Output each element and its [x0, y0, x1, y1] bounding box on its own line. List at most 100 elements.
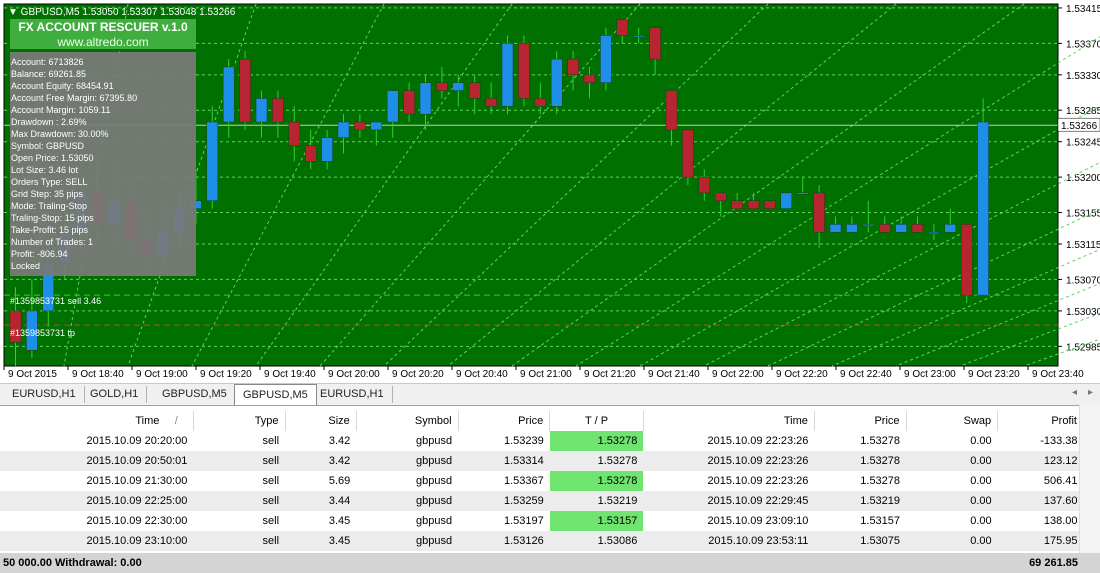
candle-body — [550, 58, 563, 107]
cell-profit: 506.41 — [1043, 475, 1078, 487]
table-row[interactable]: 2015.10.09 20:20:00 sell 3.42 gbpusd 1.53239… — [0, 431, 1100, 451]
chart-tab[interactable]: EURUSD,H1 — [312, 386, 393, 403]
cell-tp: 1.53157 — [549, 511, 644, 531]
cell-time: 2015.10.09 20:20:00 — [86, 435, 188, 447]
price-tick-label: 1.53330 — [1066, 71, 1100, 82]
candle-body — [222, 66, 235, 123]
time-tick-label: 9 Oct 22:00 — [712, 369, 764, 380]
cell-time2: 2015.10.09 22:23:26 — [707, 475, 809, 487]
cell-type: sell — [262, 475, 280, 487]
col-swap[interactable]: Swap — [906, 411, 999, 431]
chart-symbol-header: ▼ GBPUSD,M5 1.53050 1.53307 1.53048 1.53… — [8, 7, 236, 18]
col-size[interactable]: Size — [285, 411, 357, 431]
table-row[interactable]: 2015.10.09 22:25:00 sell 3.44 gbpusd 1.53259… — [0, 491, 1100, 511]
chart-tab[interactable]: GBPUSD,M5 — [234, 384, 317, 405]
ea-panel-line: Balance: 69261.85 — [11, 69, 86, 79]
price-tick-label: 1.53245 — [1066, 138, 1100, 149]
chart-window[interactable]: 1.53415 1.53370 1.53330 1.53285 1.53245 1.532… — [0, 0, 1100, 382]
table-row[interactable]: 2015.10.09 21:30:00 sell 5.69 gbpusd 1.53367… — [0, 471, 1100, 491]
tp-order-label: #1359853731 tp — [10, 328, 75, 338]
ea-panel-line: Locked — [11, 261, 40, 271]
tab-scroll-left-icon[interactable]: ◂ — [1072, 387, 1078, 398]
cell-price2: 1.53278 — [860, 475, 901, 487]
grid-line-vertical — [191, 3, 385, 367]
table-row[interactable]: 2015.10.09 20:50:01 sell 3.42 gbpusd 1.53314… — [0, 451, 1100, 471]
cell-price2: 1.53278 — [814, 451, 907, 471]
col-time[interactable]: Time / — [0, 411, 194, 431]
grid-line-vertical — [895, 283, 1100, 367]
table-scrollbar[interactable] — [1079, 404, 1100, 554]
candle-body — [895, 224, 907, 233]
candle-body — [403, 90, 415, 115]
candle-body — [878, 224, 891, 233]
tab-scroll-right-icon[interactable]: ▸ — [1088, 387, 1094, 398]
cell-time: 2015.10.09 20:50:01 — [0, 451, 194, 471]
ea-panel-line: Mode: Traling-Stop — [11, 201, 87, 211]
price-tick-label: 1.53200 — [1066, 173, 1100, 184]
cell-price2: 1.53278 — [860, 435, 901, 447]
price-tick-label: 1.53115 — [1066, 240, 1100, 251]
candle-body — [386, 90, 399, 123]
chart-tab[interactable]: GBPUSD,M5 — [154, 386, 236, 403]
cell-type: sell — [193, 451, 286, 471]
col-tp[interactable]: T / P — [549, 411, 644, 431]
grid-line-vertical — [255, 3, 513, 367]
time-tick-label: 9 Oct 21:20 — [584, 369, 636, 380]
col-type[interactable]: Type — [193, 411, 286, 431]
cell-time: 2015.10.09 22:25:00 — [0, 491, 194, 511]
col-profit[interactable]: Profit — [997, 411, 1100, 431]
chart-tab[interactable]: GOLD,H1 — [82, 386, 148, 403]
col-price[interactable]: Price — [458, 411, 551, 431]
cell-symbol: gbpusd — [356, 451, 459, 471]
cell-time: 2015.10.09 22:30:00 — [86, 515, 188, 527]
ea-panel-box — [10, 52, 196, 276]
candle-body — [337, 121, 350, 139]
chart-tab[interactable]: EURUSD,H1 — [4, 386, 85, 403]
total-balance: 69 261.85 — [1029, 557, 1078, 569]
table-row[interactable]: 2015.10.09 23:10:00 sell 3.45 gbpusd 1.53126… — [0, 531, 1100, 551]
cell-swap: 0.00 — [906, 491, 998, 511]
candle-body — [829, 224, 842, 233]
trade-history-table: Time / Type Size Symbol Price T / P Time… — [0, 411, 1100, 551]
candle-body — [714, 192, 727, 201]
candle-body — [485, 98, 497, 107]
candle-body — [567, 58, 579, 76]
ea-panel-title: FX ACCOUNT RESCUER v.1.0 — [18, 20, 188, 34]
ea-panel-line: Open Price: 1.53050 — [11, 153, 94, 163]
time-tick-label: 9 Oct 20:20 — [392, 369, 444, 380]
cell-symbol: gbpusd — [356, 491, 459, 511]
price-chart[interactable]: 1.53415 1.53370 1.53330 1.53285 1.53245 1.532… — [0, 0, 1100, 382]
cell-time: 2015.10.09 21:30:00 — [86, 475, 188, 487]
candle-body — [764, 200, 776, 209]
cell-price: 1.53197 — [503, 515, 544, 527]
candle-body — [977, 121, 989, 296]
cell-tp: 1.53278 — [549, 471, 644, 491]
col-close-time[interactable]: Time — [643, 411, 815, 431]
table-row[interactable]: 2015.10.09 22:30:00 sell 3.45 gbpusd 1.53197… — [0, 511, 1100, 531]
cell-symbol: gbpusd — [416, 475, 453, 487]
time-tick-label: 9 Oct 23:40 — [1032, 369, 1084, 380]
cell-type: sell — [193, 531, 286, 551]
cell-time2: 2015.10.09 22:23:26 — [707, 435, 809, 447]
cell-tp: 1.53278 — [549, 431, 644, 451]
candle-body — [698, 176, 711, 194]
candle-body — [419, 82, 432, 115]
candle-body — [747, 200, 760, 209]
cell-size: 3.45 — [328, 515, 351, 527]
grid-line-vertical — [319, 3, 641, 367]
candle-body — [911, 224, 924, 233]
grid-line-vertical — [383, 3, 769, 367]
cell-price2: 1.53157 — [860, 515, 901, 527]
cell-size: 5.69 — [328, 475, 351, 487]
cell-price2: 1.53075 — [814, 531, 907, 551]
time-tick-label: 9 Oct 20:40 — [456, 369, 508, 380]
sell-order-label: #1359853731 sell 3.46 — [10, 296, 101, 306]
candle-body — [354, 121, 366, 131]
candle-body — [846, 224, 858, 233]
cell-symbol: gbpusd — [416, 515, 453, 527]
candle-body — [468, 82, 481, 99]
ea-panel-line: Orders Type: SELL — [11, 177, 87, 187]
ea-panel-line: Account Margin: 1059.11 — [11, 105, 110, 115]
col-symbol[interactable]: Symbol — [356, 411, 459, 431]
col-close-price[interactable]: Price — [814, 411, 907, 431]
